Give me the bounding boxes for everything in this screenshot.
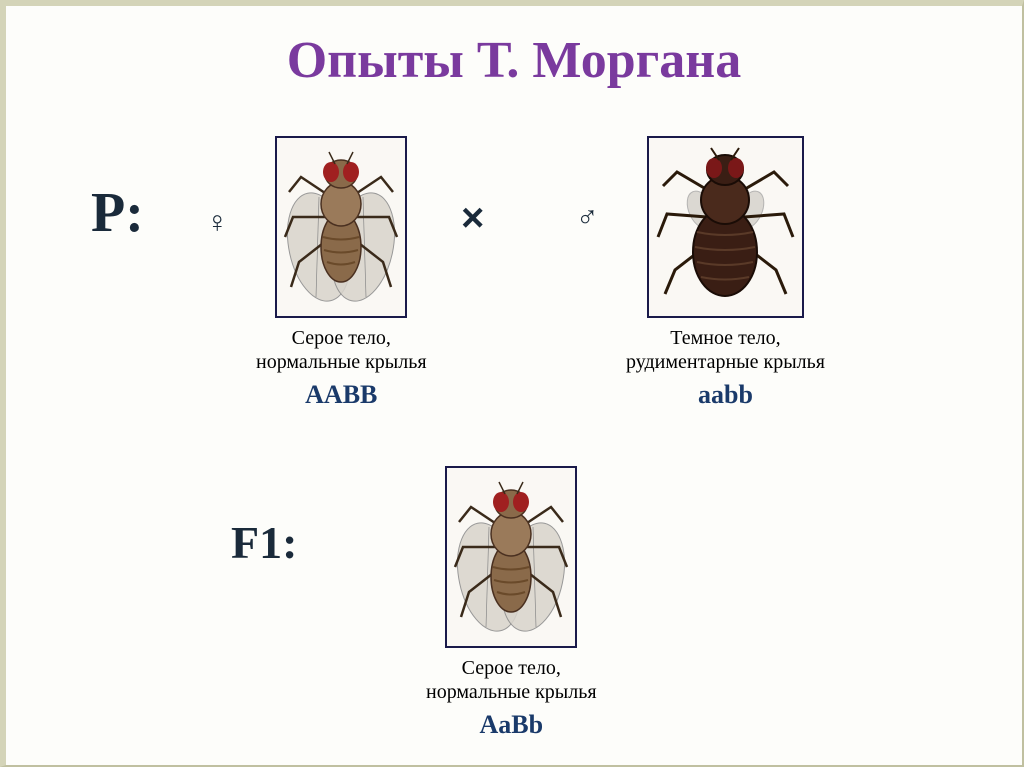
parent-female-caption: Серое тело, нормальные крылья xyxy=(256,326,427,374)
offspring-block: Серое тело, нормальные крылья AaBb xyxy=(426,466,597,740)
caption-line: нормальные крылья xyxy=(426,681,597,703)
parent-male-block: Темное тело, рудиментарные крылья aabb xyxy=(626,136,825,410)
caption-line: Серое тело, xyxy=(462,657,561,679)
fly-dark-icon xyxy=(653,142,798,307)
caption-line: рудиментарные крылья xyxy=(626,351,825,373)
parent-female-block: Серое тело, нормальные крылья AABB xyxy=(256,136,427,410)
fly-frame xyxy=(275,136,407,318)
fly-grey-icon xyxy=(451,472,571,637)
page-title: Опыты Т. Моргана xyxy=(6,31,1022,90)
parent-male-genotype: aabb xyxy=(626,380,825,410)
caption-line: Темное тело, xyxy=(670,327,780,349)
female-symbol: ♀ xyxy=(206,206,229,240)
parent-label: P: xyxy=(91,181,144,245)
f1-label: F1: xyxy=(231,516,297,569)
parent-male-caption: Темное тело, рудиментарные крылья xyxy=(626,326,825,374)
cross-symbol: × xyxy=(461,196,484,241)
parent-female-genotype: AABB xyxy=(256,380,427,410)
caption-line: нормальные крылья xyxy=(256,351,427,373)
fly-frame xyxy=(445,466,577,648)
offspring-genotype: AaBb xyxy=(426,710,597,740)
offspring-caption: Серое тело, нормальные крылья xyxy=(426,656,597,704)
caption-line: Серое тело, xyxy=(292,327,391,349)
male-symbol: ♂ xyxy=(576,201,599,235)
fly-frame xyxy=(647,136,804,318)
fly-grey-icon xyxy=(281,142,401,307)
